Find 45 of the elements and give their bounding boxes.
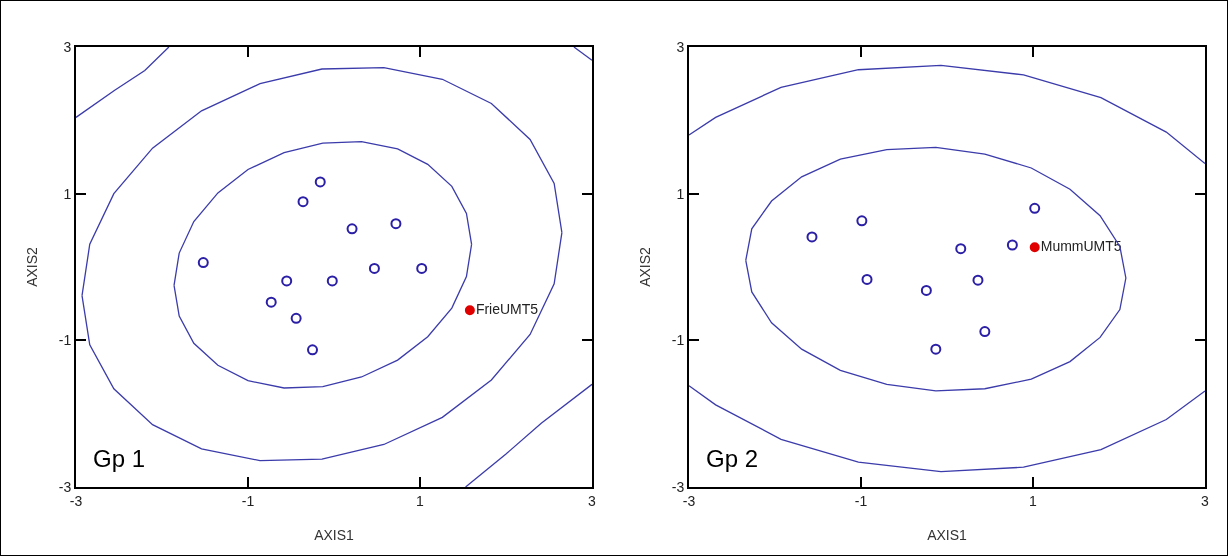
x-tick-label: 3 <box>588 492 597 509</box>
point <box>307 344 318 356</box>
point <box>930 343 942 355</box>
point <box>197 257 209 269</box>
point <box>416 262 428 274</box>
point <box>920 284 932 296</box>
point <box>368 262 380 274</box>
point <box>464 305 475 316</box>
point <box>297 196 309 208</box>
x-axis-title: AXIS1 <box>314 527 355 543</box>
point <box>314 176 326 188</box>
x-tick-label: 3 <box>1201 492 1210 509</box>
y-tick-label: -1 <box>58 332 72 349</box>
y-tick-label: -1 <box>671 332 685 349</box>
x-tick-label: -1 <box>241 492 255 509</box>
x-axis-title: AXIS1 <box>927 527 968 543</box>
point <box>861 273 873 285</box>
point <box>1029 242 1040 253</box>
y-axis-title: AXIS2 <box>637 246 653 287</box>
y-tick-label: 1 <box>676 185 685 202</box>
x-tick-label: 1 <box>416 492 425 509</box>
y-tick-label: 3 <box>63 38 72 55</box>
point <box>955 243 967 255</box>
point <box>1006 239 1018 251</box>
point <box>346 223 358 235</box>
point <box>856 215 868 227</box>
annotation: Gp 1 <box>93 445 146 472</box>
y-tick-label: -3 <box>58 478 72 495</box>
point <box>972 274 984 286</box>
point <box>806 231 818 243</box>
point <box>390 218 402 230</box>
y-tick-label: 3 <box>676 38 685 55</box>
point <box>979 326 991 338</box>
y-tick-label: -3 <box>671 478 685 495</box>
series-label: FrieUMT5 <box>475 300 539 317</box>
point <box>281 275 293 287</box>
x-tick-label: -1 <box>854 492 868 509</box>
annotation: Gp 2 <box>706 445 759 472</box>
point <box>326 275 338 287</box>
y-tick-label: 1 <box>63 185 72 202</box>
point <box>1029 202 1041 214</box>
point <box>265 296 277 308</box>
point <box>290 312 302 324</box>
y-axis-title: AXIS2 <box>24 246 40 287</box>
x-tick-label: 1 <box>1029 492 1038 509</box>
